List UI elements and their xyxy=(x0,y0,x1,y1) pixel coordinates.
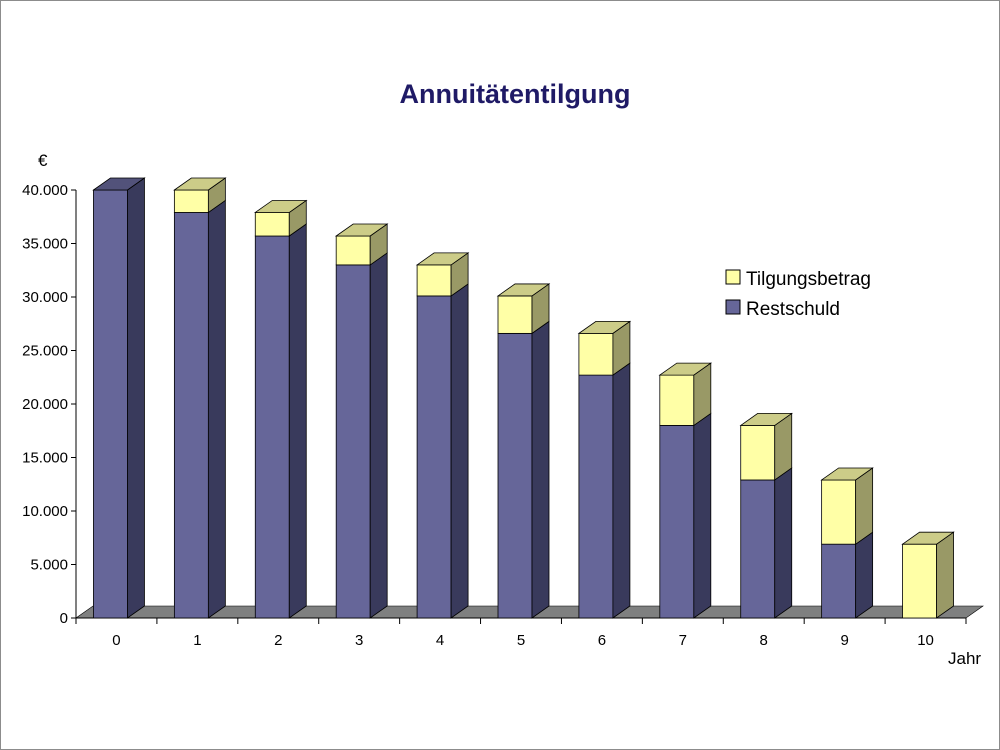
y-tick-label: 30.000 xyxy=(22,289,68,306)
bar-restschuld-1-front xyxy=(173,212,209,619)
y-tick-label: 10.000 xyxy=(22,503,68,520)
bar-restschuld-5-front xyxy=(497,332,533,619)
bar-restschuld-4-side xyxy=(450,283,469,619)
bar-restschuld-9-front xyxy=(821,543,857,619)
bar-tilgungsbetrag-1 xyxy=(173,177,227,214)
bar-tilgungsbetrag-10-side xyxy=(936,531,954,619)
bar-tilgungsbetrag-5-front xyxy=(497,295,533,334)
bar-tilgungsbetrag-9-top xyxy=(820,467,874,481)
bar-restschuld-6-front xyxy=(578,374,614,619)
x-tick-label: 10 xyxy=(917,632,934,649)
bar-tilgungsbetrag-2 xyxy=(254,199,308,237)
bar-tilgungsbetrag-7-top xyxy=(658,362,713,376)
y-axis-label: € xyxy=(38,151,48,170)
bar-restschuld-4-front xyxy=(416,295,452,619)
bar-tilgungsbetrag-1-top xyxy=(173,177,227,191)
bar-restschuld-7-side xyxy=(693,412,712,619)
y-tick-label: 35.000 xyxy=(22,236,68,253)
x-tick-label: 7 xyxy=(679,632,687,649)
bar-restschuld-7 xyxy=(659,412,712,619)
x-tick-label: 8 xyxy=(760,632,768,649)
bars-group xyxy=(92,177,955,619)
bar-restschuld-8-front xyxy=(740,479,776,619)
bar-tilgungsbetrag-1-front xyxy=(173,189,209,213)
bar-tilgungsbetrag-5 xyxy=(496,283,551,335)
bar-restschuld-0-front xyxy=(93,189,128,619)
chart-title: Annuitätentilgung xyxy=(399,79,631,109)
y-tick-label: 0 xyxy=(60,610,68,627)
bar-tilgungsbetrag-6 xyxy=(577,320,632,376)
x-axis-label: Jahr xyxy=(948,649,981,668)
bar-tilgungsbetrag-8-front xyxy=(740,424,776,481)
bar-tilgungsbetrag-10-top xyxy=(901,531,955,545)
bar-tilgungsbetrag-2-top xyxy=(254,200,308,213)
bar-tilgungsbetrag-3-top xyxy=(334,223,389,237)
bar-tilgungsbetrag-7-front xyxy=(659,374,695,426)
bar-restschuld-7-front xyxy=(659,424,695,619)
bar-restschuld-3 xyxy=(335,252,388,619)
y-tick-label: 5.000 xyxy=(30,557,68,574)
bar-restschuld-9 xyxy=(821,531,874,619)
bar-restschuld-8-side xyxy=(774,467,793,619)
bar-tilgungsbetrag-5-top xyxy=(496,283,551,297)
x-tick-label: 9 xyxy=(840,632,848,649)
bar-restschuld-0 xyxy=(92,177,146,619)
bar-tilgungsbetrag-9-side xyxy=(855,467,874,545)
axes-group: € Jahr 0 5.000 10.000 15.000 20.000 25.000 30.… xyxy=(22,151,981,668)
bar-tilgungsbetrag-9-front xyxy=(821,479,857,545)
x-tick-label: 3 xyxy=(355,632,363,649)
bar-restschuld-2 xyxy=(254,223,307,619)
x-tick-label: 0 xyxy=(112,632,120,649)
bar-restschuld-2-side xyxy=(288,223,307,619)
bar-restschuld-8 xyxy=(740,467,793,619)
bar-tilgungsbetrag-4 xyxy=(415,252,470,297)
bar-restschuld-3-side xyxy=(369,252,388,619)
bar-tilgungsbetrag-9 xyxy=(820,467,874,545)
bar-tilgungsbetrag-7 xyxy=(658,362,713,427)
y-tick-label: 20.000 xyxy=(22,396,68,413)
bar-tilgungsbetrag-8 xyxy=(739,412,793,481)
bar-tilgungsbetrag-4-top xyxy=(415,252,470,266)
bar-tilgungsbetrag-6-top xyxy=(577,320,632,334)
y-tick-label: 15.000 xyxy=(22,450,68,467)
bar-restschuld-6-side xyxy=(612,362,631,619)
bar-tilgungsbetrag-3-front xyxy=(335,235,371,266)
bar-restschuld-5-side xyxy=(531,320,550,619)
legend-label-restschuld: Restschuld xyxy=(746,299,840,320)
bar-restschuld-1-side xyxy=(207,199,226,619)
bar-tilgungsbetrag-6-front xyxy=(578,332,614,376)
legend: Tilgungsbetrag Restschuld xyxy=(725,269,871,320)
bar-restschuld-6 xyxy=(578,362,631,619)
y-tick-label: 25.000 xyxy=(22,343,68,360)
bar-restschuld-5 xyxy=(497,320,550,619)
x-tick-label: 5 xyxy=(517,632,525,649)
bar-restschuld-0-side xyxy=(127,177,145,619)
bar-tilgungsbetrag-8-top xyxy=(739,412,793,426)
legend-swatch-tilgungsbetrag xyxy=(725,269,741,285)
bar-tilgungsbetrag-10-front xyxy=(902,543,937,619)
bar-restschuld-4 xyxy=(416,283,469,619)
legend-label-tilgungsbetrag: Tilgungsbetrag xyxy=(746,269,871,290)
bar-restschuld-3-front xyxy=(335,264,371,619)
bar-restschuld-9-side xyxy=(855,531,874,619)
x-tick-label: 1 xyxy=(193,632,201,649)
y-tick-label: 40.000 xyxy=(22,182,68,199)
bar-restschuld-0-top xyxy=(92,177,146,191)
bar-tilgungsbetrag-4-front xyxy=(416,264,452,297)
legend-swatch-restschuld xyxy=(725,299,741,315)
bar-tilgungsbetrag-3 xyxy=(334,223,389,266)
x-tick-label: 6 xyxy=(598,632,606,649)
x-tick-label: 4 xyxy=(436,632,444,649)
bar-tilgungsbetrag-2-front xyxy=(254,212,290,237)
bar-restschuld-2-front xyxy=(254,235,290,619)
bar-tilgungsbetrag-10 xyxy=(901,531,955,619)
x-tick-label: 2 xyxy=(274,632,282,649)
bar-restschuld-1 xyxy=(173,199,226,619)
